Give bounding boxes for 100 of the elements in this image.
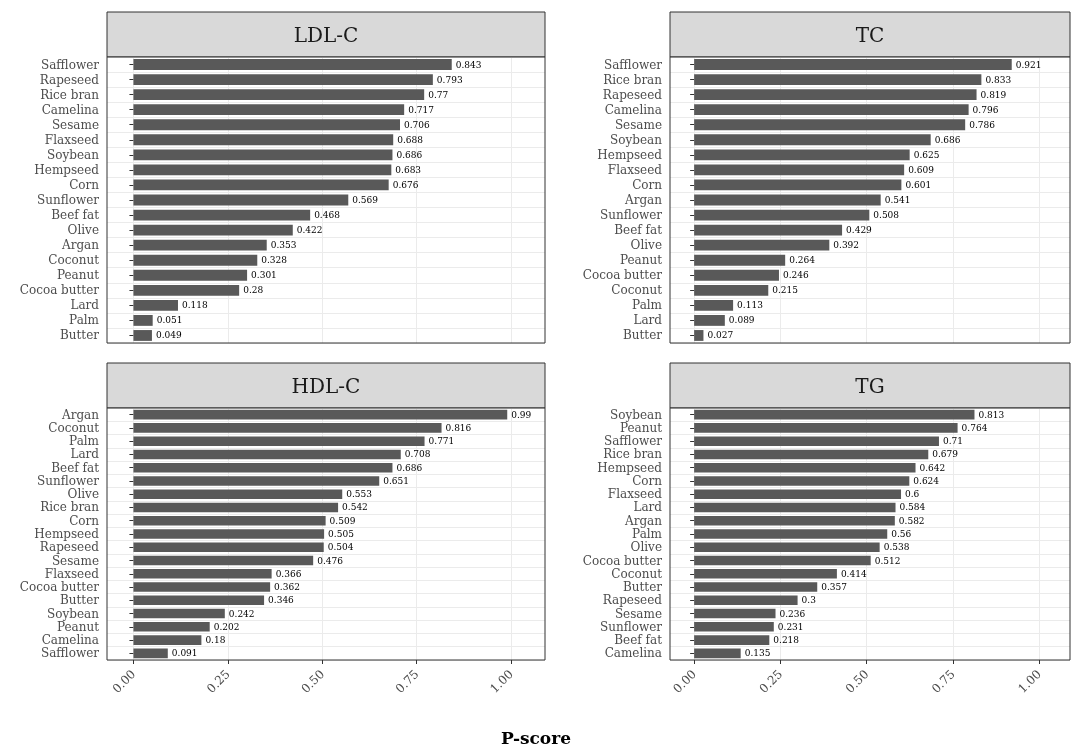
data-label: 0.508	[873, 210, 900, 221]
data-label: 0.686	[396, 462, 423, 473]
data-label: 0.353	[270, 240, 297, 251]
y-tick-label: Olive	[630, 540, 662, 555]
bar	[694, 59, 1012, 70]
data-label: 0.346	[268, 595, 295, 606]
data-label: 0.624	[913, 475, 940, 486]
bar	[694, 74, 982, 85]
bar	[694, 149, 910, 161]
y-tick-label: Flaxseed	[44, 132, 100, 147]
y-tick-label: Sesame	[51, 117, 99, 132]
y-tick-label: Rice bran	[603, 72, 663, 87]
bar	[133, 179, 389, 191]
y-tick-label: Beef fat	[51, 208, 100, 223]
data-label: 0.77	[428, 89, 449, 100]
y-tick-label: Cocoa butter	[19, 580, 100, 595]
data-label: 0.6	[905, 489, 920, 500]
data-label: 0.686	[396, 149, 423, 160]
y-tick-label: Rice bran	[40, 87, 100, 102]
data-label: 0.509	[329, 515, 356, 526]
bar	[133, 89, 425, 101]
data-label: 0.504	[327, 542, 354, 553]
bar	[694, 224, 843, 236]
y-tick-label: Argan	[624, 513, 663, 528]
data-label: 0.688	[397, 134, 424, 145]
y-tick-label: Rapeseed	[602, 593, 663, 608]
y-tick-label: Safflower	[603, 434, 663, 449]
data-label: 0.99	[511, 409, 532, 420]
data-label: 0.601	[905, 179, 932, 190]
data-label: 0.027	[707, 330, 734, 341]
y-tick-label: Butter	[59, 593, 100, 608]
y-tick-label: Sunflower	[599, 619, 663, 634]
y-tick-label: Hempseed	[34, 527, 100, 541]
bar	[694, 104, 969, 116]
data-label: 0.793	[436, 74, 463, 85]
chart-title: TC	[855, 22, 885, 47]
chart-title: TG	[855, 373, 885, 398]
y-tick-label: Sesame	[51, 553, 99, 568]
y-tick-label: Beef fat	[51, 460, 100, 475]
data-label: 0.264	[789, 255, 816, 266]
bar	[694, 269, 779, 281]
y-tick-label: Lard	[633, 313, 663, 328]
data-label: 0.771	[428, 436, 455, 447]
y-tick-label: Cocoa butter	[582, 268, 663, 283]
y-tick-label: Soybean	[47, 606, 100, 621]
data-label: 0.091	[171, 648, 198, 659]
y-tick-label: Sunflower	[36, 193, 100, 207]
bar	[133, 164, 392, 176]
data-label: 0.051	[156, 315, 183, 326]
data-label: 0.683	[395, 164, 422, 175]
data-label: 0.301	[251, 270, 277, 281]
data-label: 0.625	[913, 149, 940, 160]
data-label: 0.796	[972, 104, 999, 115]
data-label: 0.686	[934, 134, 961, 145]
data-label: 0.553	[346, 489, 373, 500]
y-tick-label: Hempseed	[597, 147, 663, 162]
data-label: 0.676	[392, 179, 419, 190]
y-tick-label: Beef fat	[614, 633, 663, 648]
y-tick-label: Coconut	[48, 253, 100, 268]
y-tick-label: Olive	[630, 238, 662, 253]
bar	[133, 74, 433, 85]
data-label: 0.242	[228, 608, 255, 619]
y-tick-label: Sesame	[614, 117, 662, 132]
data-label: 0.584	[899, 502, 926, 513]
y-tick-label: Peanut	[56, 268, 100, 283]
x-axis-title: P-score	[501, 728, 572, 748]
data-label: 0.56	[891, 529, 912, 539]
data-label: 0.609	[908, 164, 935, 175]
bar	[694, 254, 786, 266]
data-label: 0.843	[455, 59, 482, 70]
data-label: 0.642	[919, 462, 946, 473]
bar	[694, 89, 977, 101]
data-label: 0.813	[978, 409, 1005, 420]
data-label: 0.541	[884, 195, 911, 205]
y-tick-label: Camelina	[604, 102, 662, 117]
data-label: 0.049	[155, 330, 182, 341]
y-tick-label: Sunflower	[599, 208, 663, 223]
y-tick-label: Lard	[70, 298, 100, 313]
data-label: 0.468	[314, 210, 341, 221]
bar	[133, 330, 152, 341]
y-tick-label: Beef fat	[614, 223, 663, 238]
y-tick-label: Lard	[633, 500, 663, 515]
bar	[694, 179, 902, 191]
y-tick-label: Butter	[59, 328, 100, 343]
bar	[133, 315, 153, 326]
data-label: 0.786	[969, 119, 996, 130]
y-tick-label: Soybean	[610, 407, 663, 422]
bar	[694, 239, 830, 251]
y-tick-label: Hempseed	[597, 460, 663, 475]
y-tick-label: Rice bran	[40, 500, 100, 515]
data-label: 0.717	[408, 104, 435, 115]
bar	[133, 134, 394, 146]
data-label: 0.569	[352, 195, 379, 205]
y-tick-label: Cocoa butter	[582, 553, 663, 568]
y-tick-label: Coconut	[611, 566, 663, 581]
bar	[133, 119, 401, 131]
y-tick-label: Lard	[70, 447, 100, 462]
y-tick-label: Argan	[61, 238, 100, 253]
data-label: 0.215	[772, 285, 799, 296]
chart-title: LDL-C	[293, 22, 359, 47]
